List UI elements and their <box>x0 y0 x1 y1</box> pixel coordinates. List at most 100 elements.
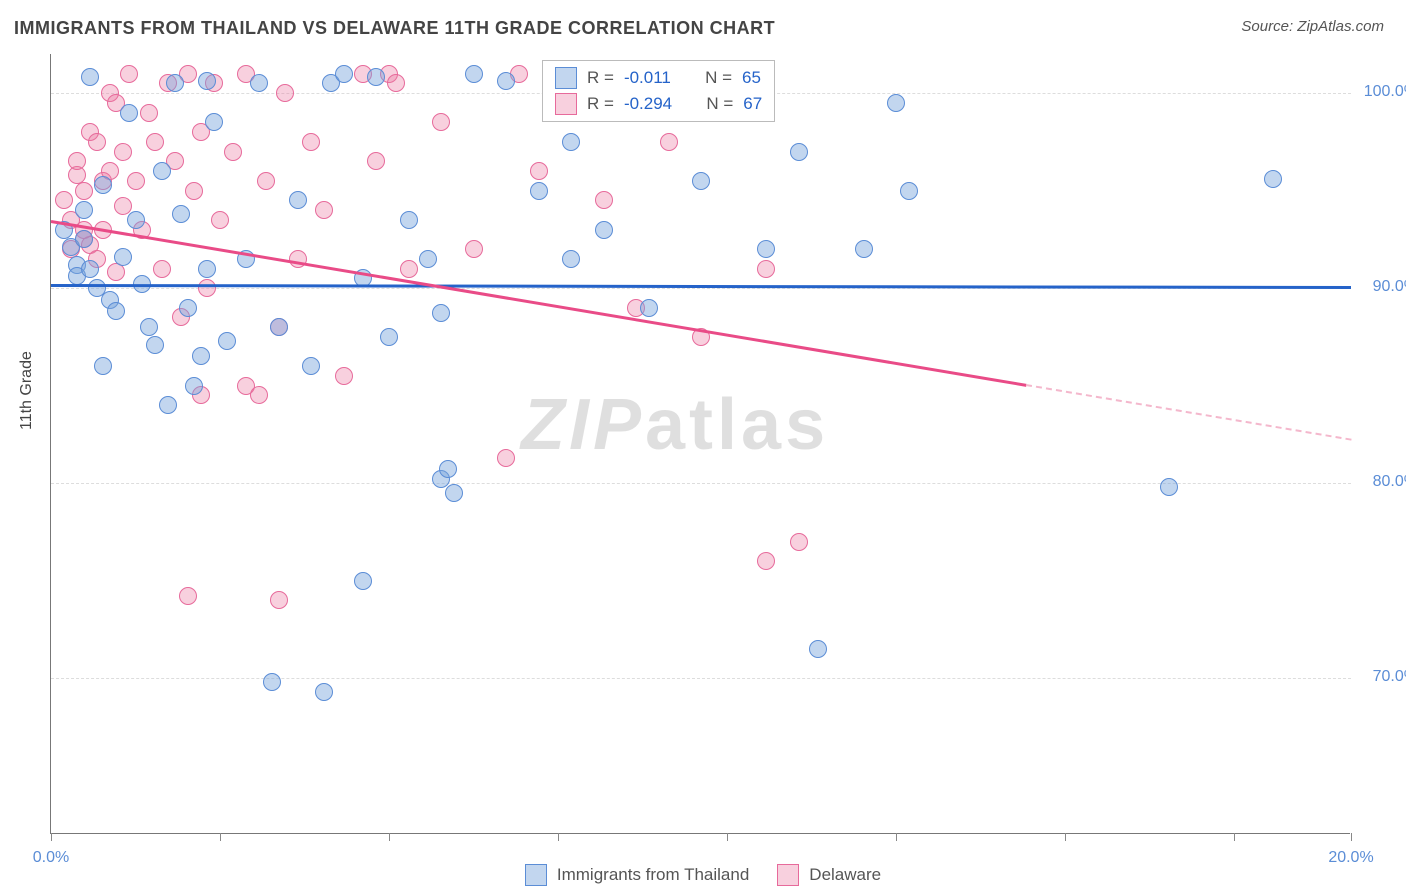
data-point <box>81 68 99 86</box>
data-point <box>114 248 132 266</box>
data-point <box>172 205 190 223</box>
data-point <box>302 357 320 375</box>
data-point <box>198 72 216 90</box>
data-point <box>302 133 320 151</box>
xtick <box>220 833 221 841</box>
data-point <box>140 318 158 336</box>
data-point <box>146 336 164 354</box>
gridline-h <box>51 678 1351 679</box>
xtick <box>1065 833 1066 841</box>
data-point <box>530 162 548 180</box>
data-point <box>887 94 905 112</box>
data-point <box>400 260 418 278</box>
data-point <box>640 299 658 317</box>
data-point <box>198 279 216 297</box>
data-point <box>270 318 288 336</box>
data-point <box>75 230 93 248</box>
data-point <box>140 104 158 122</box>
ytick-label: 80.0% <box>1358 473 1406 491</box>
data-point <box>387 74 405 92</box>
swatch-pink <box>555 93 577 115</box>
data-point <box>432 304 450 322</box>
data-point <box>270 591 288 609</box>
data-point <box>367 152 385 170</box>
data-point <box>94 176 112 194</box>
legend-bottom-item-2: Delaware <box>777 864 881 886</box>
data-point <box>660 133 678 151</box>
watermark: ZIPatlas <box>521 384 829 466</box>
data-point <box>75 201 93 219</box>
data-point <box>250 74 268 92</box>
swatch-pink <box>777 864 799 886</box>
data-point <box>757 260 775 278</box>
data-point <box>68 152 86 170</box>
swatch-blue <box>525 864 547 886</box>
data-point <box>335 65 353 83</box>
gridline-h <box>51 483 1351 484</box>
data-point <box>192 347 210 365</box>
data-point <box>289 191 307 209</box>
data-point <box>127 172 145 190</box>
data-point <box>127 211 145 229</box>
data-point <box>198 260 216 278</box>
data-point <box>107 302 125 320</box>
xtick <box>558 833 559 841</box>
data-point <box>315 201 333 219</box>
data-point <box>562 250 580 268</box>
data-point <box>367 68 385 86</box>
data-point <box>107 263 125 281</box>
data-point <box>497 72 515 90</box>
data-point <box>185 377 203 395</box>
xtick <box>896 833 897 841</box>
data-point <box>315 683 333 701</box>
data-point <box>55 191 73 209</box>
data-point <box>179 299 197 317</box>
ytick-label: 70.0% <box>1358 668 1406 686</box>
data-point <box>757 240 775 258</box>
xtick <box>1351 833 1352 841</box>
legend-bottom-item-1: Immigrants from Thailand <box>525 864 749 886</box>
data-point <box>445 484 463 502</box>
data-point <box>465 240 483 258</box>
data-point <box>185 182 203 200</box>
data-point <box>94 357 112 375</box>
data-point <box>146 133 164 151</box>
data-point <box>692 172 710 190</box>
data-point <box>595 221 613 239</box>
data-point <box>81 260 99 278</box>
data-point <box>432 113 450 131</box>
chart-title: IMMIGRANTS FROM THAILAND VS DELAWARE 11T… <box>14 18 775 39</box>
data-point <box>224 143 242 161</box>
data-point <box>900 182 918 200</box>
xtick <box>1234 833 1235 841</box>
source-text: Source: ZipAtlas.com <box>1241 18 1384 35</box>
legend-bottom-label-1: Immigrants from Thailand <box>557 865 749 885</box>
data-point <box>114 143 132 161</box>
xtick <box>389 833 390 841</box>
data-point <box>179 587 197 605</box>
data-point <box>211 211 229 229</box>
data-point <box>380 328 398 346</box>
xtick <box>727 833 728 841</box>
data-point <box>497 449 515 467</box>
data-point <box>75 182 93 200</box>
data-point <box>530 182 548 200</box>
legend-bottom-label-2: Delaware <box>809 865 881 885</box>
data-point <box>439 460 457 478</box>
data-point <box>335 367 353 385</box>
data-point <box>276 84 294 102</box>
data-point <box>400 211 418 229</box>
data-point <box>419 250 437 268</box>
data-point <box>153 162 171 180</box>
data-point <box>1264 170 1282 188</box>
data-point <box>757 552 775 570</box>
data-point <box>855 240 873 258</box>
data-point <box>257 172 275 190</box>
swatch-blue <box>555 67 577 89</box>
data-point <box>88 133 106 151</box>
plot-area: ZIPatlas 70.0%80.0%90.0%100.0%0.0%20.0%R… <box>50 54 1350 834</box>
y-axis-label: 11th Grade <box>18 351 36 430</box>
trend-line <box>1026 384 1351 441</box>
data-point <box>562 133 580 151</box>
legend-top-row: R = -0.011 N = 65 <box>555 67 762 89</box>
